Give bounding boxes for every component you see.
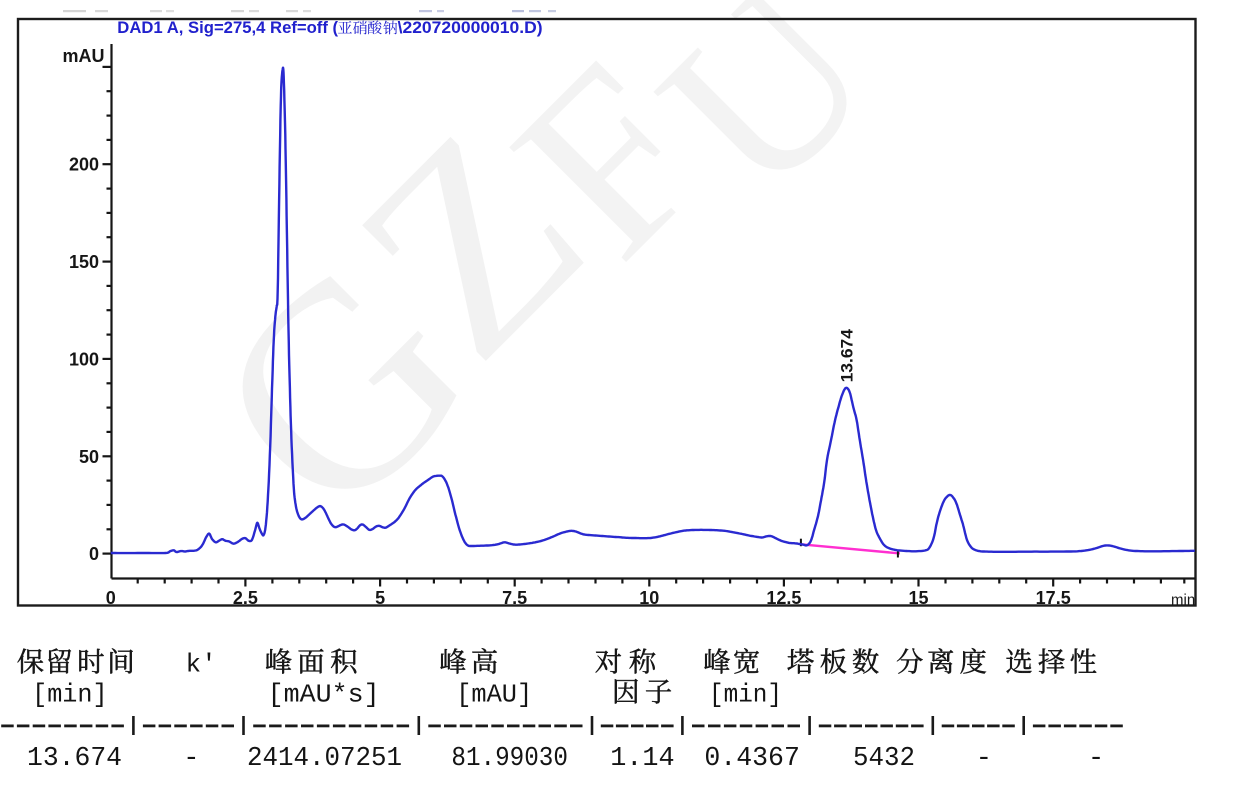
svg-text:5: 5 <box>375 588 385 608</box>
svg-text:2414.07251: 2414.07251 <box>247 744 402 774</box>
svg-text:15: 15 <box>908 588 928 608</box>
svg-text:min: min <box>1171 592 1195 609</box>
svg-text:0: 0 <box>106 588 116 608</box>
svg-text:2.5: 2.5 <box>233 588 258 608</box>
svg-text:[min]: [min] <box>709 680 782 710</box>
svg-text:150: 150 <box>69 252 99 272</box>
svg-text:10: 10 <box>639 588 659 608</box>
svg-text:-: - <box>976 744 992 774</box>
svg-text:1.14: 1.14 <box>610 744 674 774</box>
svg-text:\220720000010.D): \220720000010.D) <box>398 19 543 37</box>
svg-text:100: 100 <box>69 349 99 369</box>
svg-text:13.674: 13.674 <box>27 744 122 774</box>
svg-text:81.99030: 81.99030 <box>451 744 568 774</box>
svg-text:[mAU*s]: [mAU*s] <box>268 680 380 710</box>
svg-text:mAU: mAU <box>63 46 105 66</box>
svg-text:k': k' <box>186 650 217 680</box>
svg-text:17.5: 17.5 <box>1036 588 1071 608</box>
svg-text:7.5: 7.5 <box>502 588 527 608</box>
svg-text:5432: 5432 <box>853 744 915 774</box>
svg-text:[min]: [min] <box>32 680 108 710</box>
svg-text:-: - <box>1088 744 1104 774</box>
svg-text:0.4367: 0.4367 <box>704 744 800 774</box>
svg-text:50: 50 <box>79 447 99 467</box>
svg-text:12.5: 12.5 <box>766 588 801 608</box>
svg-text:13.674: 13.674 <box>838 329 857 383</box>
svg-text:DAD1 A, Sig=275,4 Ref=off (: DAD1 A, Sig=275,4 Ref=off ( <box>117 19 338 37</box>
svg-text:[mAU]: [mAU] <box>456 680 532 710</box>
svg-text:-: - <box>183 744 199 774</box>
svg-text:0: 0 <box>89 544 99 564</box>
svg-text:200: 200 <box>69 155 99 175</box>
